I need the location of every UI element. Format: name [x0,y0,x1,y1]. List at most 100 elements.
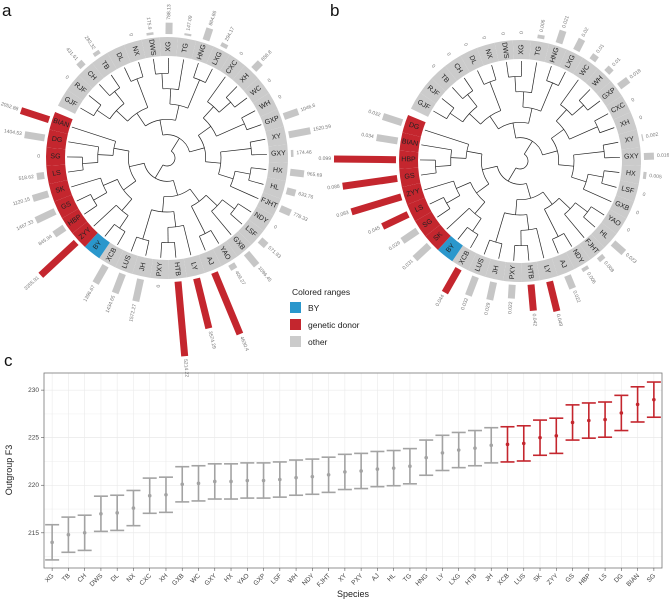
value-label: 0 [519,31,525,34]
tree-branch [241,110,256,119]
leaf-label: LSF [620,185,634,195]
tree-branch [599,127,615,134]
panel-label-a: a [2,1,12,20]
leaf-label: HNG [549,47,561,64]
tree-branch [218,173,234,180]
tree-branch [136,112,146,127]
value-bar [581,265,590,273]
legend-title: Colored ranges [292,287,350,297]
value-bar [174,281,189,357]
tree-branch [457,227,468,240]
value-bar [400,227,420,244]
x-tick-label: DG [613,572,625,584]
x-tick-label: NX [126,572,138,584]
leaf-label: JH [139,262,148,272]
tree-branch [203,106,214,119]
value-label: 0 [272,224,278,231]
leaf-label: GS [404,172,415,180]
outgroup-f3-chart: 215 220 225 230 XG TB CH DWS DL NX CXC XH GXB WC GXY HX… [28,372,663,589]
tree-branch [552,239,559,254]
leaf-label: LUS [474,257,486,273]
leaf-label: SG [50,153,60,160]
value-label: 0.02 [581,26,591,38]
ring-segment-donor [399,132,421,153]
value-label: 0.045 [367,225,381,236]
tree-branch [71,126,116,142]
value-label: 431.61 [64,47,79,62]
ring-segment-other [248,206,274,231]
leaf-label: CH [452,62,463,74]
tree-branch [250,138,266,143]
tree-branch [526,214,530,230]
value-label: 0.022 [571,290,581,304]
tree-branch [483,239,490,255]
value-bar [617,76,631,90]
x-tick-label: YAO [236,572,250,586]
value-label: 0.029 [483,302,492,316]
tree-branch [246,124,262,131]
data-point [50,540,54,545]
tree-branch [88,95,102,106]
tree-branch [199,236,206,251]
ring-segment-other [476,42,499,66]
tree-branch [205,194,218,207]
tree-branch-arc [443,197,451,209]
tree-branch [446,207,470,230]
legend-swatch-other [290,336,301,347]
tree-branch [527,245,530,261]
value-bar [243,250,260,268]
tree-branch-arc [130,76,144,82]
value-bar [111,272,126,295]
value-bar [412,242,432,262]
value-label: 788.13 [166,4,172,20]
tree-branch [446,195,461,204]
tree-branch [142,209,152,240]
ring-segment-donor [46,147,66,166]
x-tick-label: LS [598,572,609,583]
x-tick-label: GXB [171,572,186,587]
value-label: 175.9 [145,17,153,30]
data-point [440,451,445,455]
leaf-label: LY [542,265,551,275]
value-label: 0.022 [507,301,514,314]
tree-branch-arc [551,138,560,165]
ring-segment-other [601,209,627,234]
tree-branch [93,192,108,201]
value-label: 283.32 [83,35,97,51]
data-point [245,478,250,483]
tree-branch-arc [481,153,490,185]
tree-branch-arc [199,230,212,237]
tree-branch [507,167,517,182]
ring-segment-other [605,95,631,120]
tree-branch [515,199,518,215]
y-axis-label: Outgroup F3 [4,445,14,496]
value-label: 0 [642,192,646,199]
value-label: 0.031 [402,258,415,271]
leaf-label: JH [492,265,501,275]
tree-branch [601,183,617,188]
tree-branch-arc [162,150,176,167]
ring-segment-by [437,235,463,262]
tree-branch [145,240,150,256]
tree-branch [542,150,558,156]
value-label: 518.62 [18,174,34,182]
tree-branch-arc [225,97,235,108]
tree-branch [472,218,482,232]
leaf-label: HNG [196,44,208,61]
y-tick-label: 230 [28,387,39,394]
ring-segment-other [609,195,634,219]
tree-branch [205,68,213,83]
data-point [229,479,233,484]
ring-segment-other [452,245,477,271]
value-label: 0.01 [611,57,622,68]
tree-branch [528,108,533,124]
value-bar [596,253,606,263]
ring-segment-other [168,258,187,279]
value-label: 2052.88 [0,101,19,112]
data-point [554,433,559,438]
leaf-label: XY [624,136,635,145]
ring-segment-donor [72,221,98,247]
x-tick-label: ZYY [546,572,560,586]
data-point [196,481,201,486]
ring-segment-other [150,259,169,279]
